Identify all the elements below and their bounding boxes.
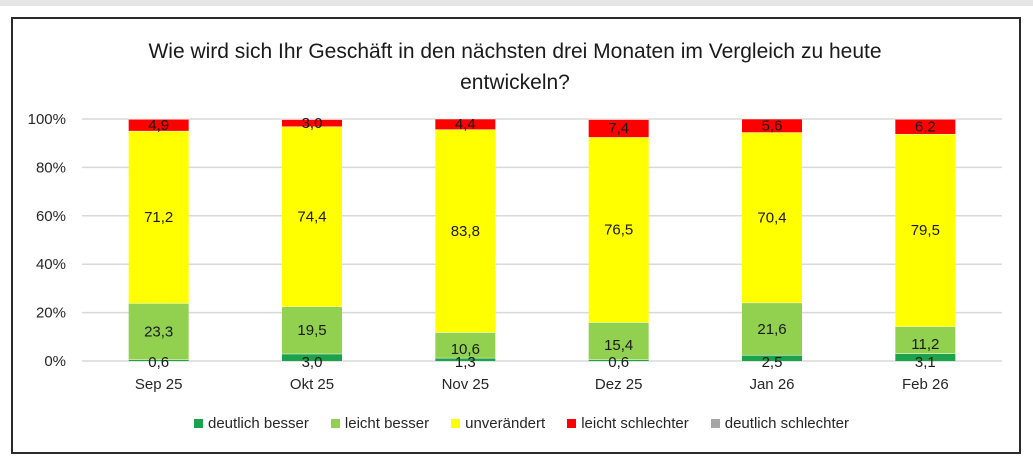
bar-segment (128, 119, 189, 131)
x-tick-label: Nov 25 (442, 376, 490, 393)
bar-segment (435, 129, 496, 333)
chart-title-line-2: entwickeln? (460, 71, 570, 94)
data-label: 6,2 (915, 119, 936, 136)
legend-swatch (710, 419, 720, 428)
bar-segment (742, 354, 802, 361)
legend-label: unverändert (465, 415, 546, 432)
bar-segment (282, 119, 342, 127)
bar-segment (742, 118, 802, 133)
data-label: 0,6 (148, 354, 169, 371)
bar-segment (435, 332, 496, 358)
x-tick-label: Sep 25 (135, 376, 183, 393)
bar-segment (895, 119, 956, 135)
data-label: 5,6 (762, 118, 783, 135)
bar-segment (588, 119, 649, 138)
data-label: 1,3 (455, 354, 476, 371)
x-tick-label: Jan 26 (749, 376, 794, 393)
legend-item: deutlich schlechter (710, 415, 849, 432)
bar-segment (282, 126, 342, 307)
bar-segment (895, 134, 956, 327)
bar-segment (588, 322, 649, 360)
data-label: 2,5 (762, 354, 783, 371)
bar-segment (895, 353, 956, 361)
y-tick-label: 20% (36, 305, 66, 322)
legend-swatch (451, 419, 461, 428)
bar-segment (128, 359, 189, 361)
data-label: 0,6 (608, 354, 629, 371)
data-label: 21,6 (757, 321, 786, 338)
x-tick-label: Feb 26 (902, 376, 949, 393)
data-label: 71,2 (144, 209, 173, 226)
data-label: 4,4 (455, 116, 476, 133)
data-label: 10,6 (451, 341, 480, 358)
data-label: 19,5 (297, 322, 326, 339)
bar-segment (588, 137, 649, 323)
data-label: 3,0 (302, 354, 323, 371)
legend-swatch (194, 419, 203, 428)
legend-label: leicht schlechter (581, 415, 689, 432)
bar-segment (128, 130, 189, 304)
x-tick-label: Okt 25 (290, 376, 334, 393)
bar-segment (742, 302, 802, 355)
data-label: 11,2 (911, 336, 939, 353)
legend-item: leicht schlechter (567, 415, 689, 432)
bar-segment (588, 359, 649, 361)
y-tick-label: 100% (28, 111, 66, 128)
data-label: 74,4 (297, 209, 326, 226)
data-label: 79,5 (911, 222, 940, 239)
data-label: 70,4 (757, 209, 786, 226)
data-label: 83,8 (451, 223, 480, 240)
bar-segment (895, 326, 956, 354)
legend: deutlich besser leicht besser unverändert l… (0, 415, 1033, 432)
chart-title: Wie wird sich Ihr Geschäft in den nächst… (60, 36, 970, 98)
data-label: 76,5 (604, 222, 633, 239)
legend-swatch (567, 419, 577, 428)
top-band (0, 0, 1033, 6)
y-tick-label: 0% (44, 353, 66, 370)
legend-item: leicht besser (330, 415, 430, 432)
legend-item: unverändert (451, 415, 545, 432)
bar-segment (742, 132, 802, 303)
x-tick-label: Dez 25 (595, 376, 643, 393)
bar-segment (282, 306, 342, 354)
data-label: 4,9 (148, 117, 169, 134)
legend-label: leicht besser (344, 415, 430, 432)
y-tick-label: 40% (36, 256, 66, 273)
data-label: 3,1 (915, 354, 936, 371)
data-label: 15,4 (604, 337, 633, 354)
legend-item: deutlich besser (194, 415, 309, 432)
legend-label: deutlich besser (208, 415, 309, 432)
y-tick-label: 60% (36, 208, 66, 225)
data-label: 23,3 (144, 323, 173, 340)
bar-segment (435, 118, 496, 130)
legend-swatch (330, 419, 340, 428)
y-tick-label: 80% (36, 159, 66, 176)
data-label: 7,4 (608, 120, 629, 137)
data-label: 3,0 (302, 115, 323, 132)
bar-segment (128, 303, 189, 360)
bar-segment (282, 353, 342, 361)
bar-segment (435, 357, 496, 361)
chart-title-line-1: Wie wird sich Ihr Geschäft in den nächst… (148, 40, 882, 63)
legend-label: deutlich schlechter (724, 415, 849, 432)
